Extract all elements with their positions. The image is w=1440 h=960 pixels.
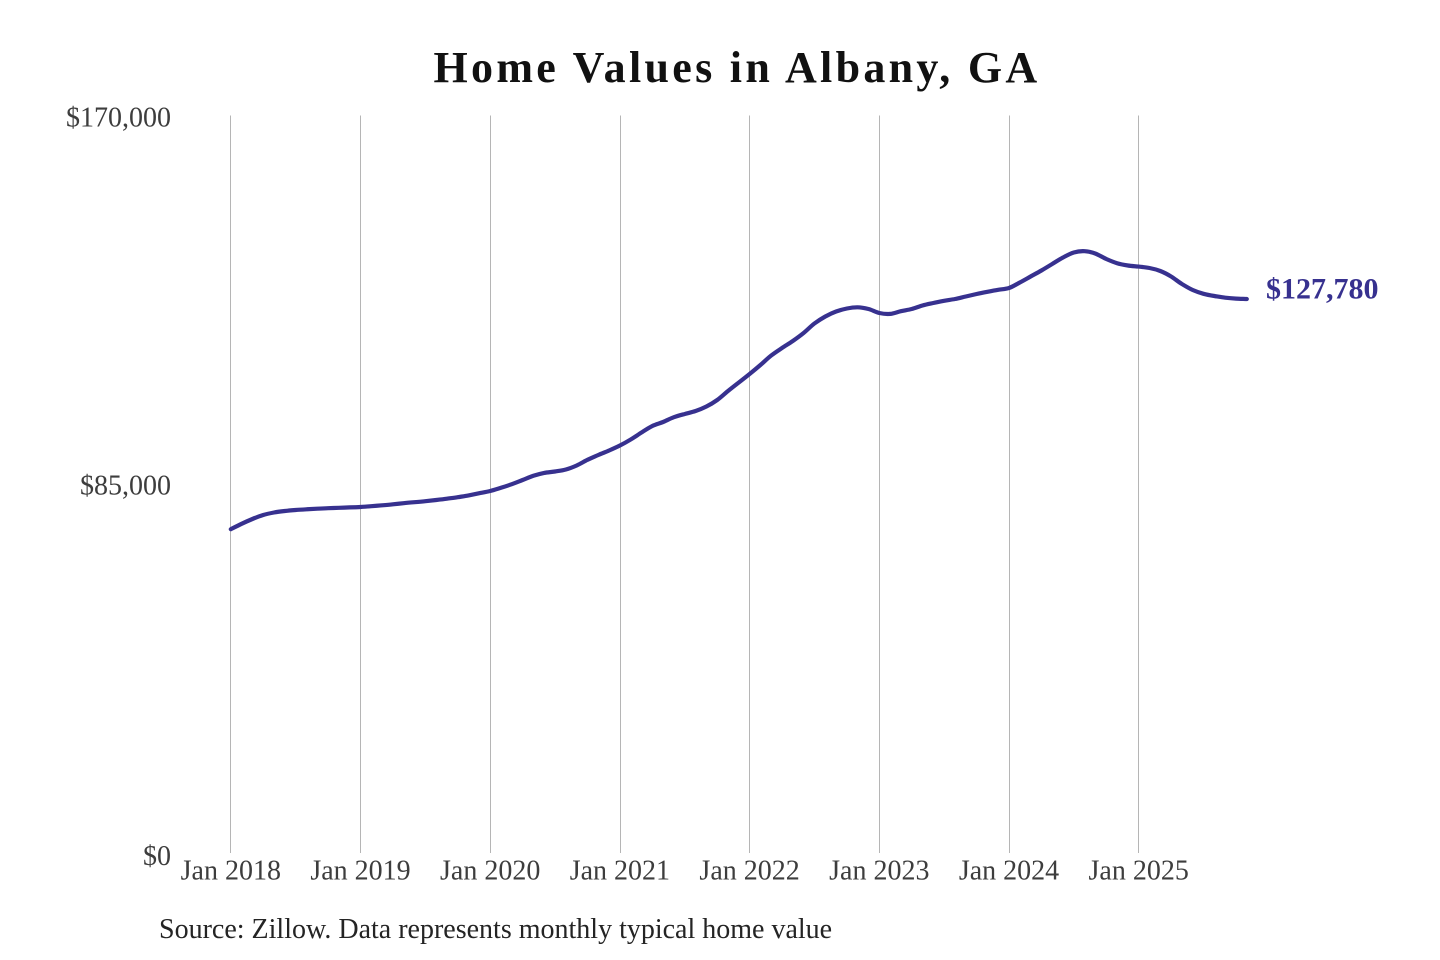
svg-text:$127,780: $127,780 [1266, 273, 1379, 306]
svg-text:Jan 2021: Jan 2021 [570, 856, 670, 887]
svg-text:$85,000: $85,000 [80, 470, 171, 501]
svg-text:$170,000: $170,000 [66, 102, 171, 133]
svg-text:Jan 2020: Jan 2020 [440, 856, 540, 887]
svg-text:Jan 2019: Jan 2019 [310, 856, 410, 887]
svg-text:Jan 2022: Jan 2022 [699, 856, 799, 887]
svg-text:Source: Zillow. Data represent: Source: Zillow. Data represents monthly … [159, 914, 832, 945]
svg-text:Jan 2023: Jan 2023 [829, 856, 929, 887]
svg-text:Jan 2024: Jan 2024 [959, 856, 1059, 887]
svg-text:Home Values in Albany, GA: Home Values in Albany, GA [434, 43, 1041, 92]
svg-text:Jan 2025: Jan 2025 [1089, 856, 1189, 887]
svg-text:$0: $0 [143, 841, 171, 872]
svg-text:Jan 2018: Jan 2018 [181, 856, 281, 887]
